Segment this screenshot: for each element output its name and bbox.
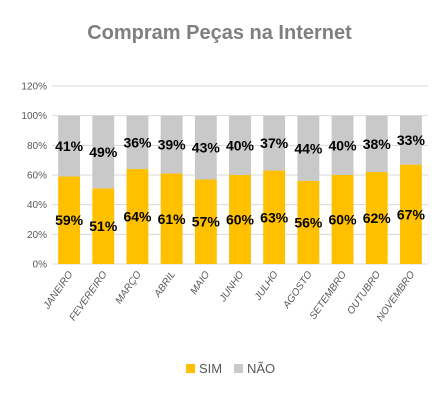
bars (58, 115, 422, 264)
data-label-sim: 64% (123, 209, 152, 225)
data-label-sim: 63% (260, 209, 289, 225)
data-label-sim: 67% (397, 206, 426, 222)
bar-sim (365, 172, 388, 264)
bar-nao (160, 115, 183, 174)
chart-title: Compram Peças na Internet (87, 22, 352, 44)
data-label-nao: 44% (294, 140, 323, 156)
data-label-nao: 38% (363, 136, 392, 152)
x-category-label: ABRIL (152, 269, 178, 300)
bar-sim (331, 175, 354, 264)
bar-nao (365, 115, 388, 173)
data-label-sim: 56% (294, 214, 323, 230)
y-tick-label: 40% (27, 200, 47, 211)
bar-sim (263, 170, 286, 264)
y-tick-label: 0% (33, 260, 48, 271)
y-tick-label: 80% (27, 141, 47, 152)
x-category-label: JUNHO (217, 269, 246, 305)
y-tick-label: 120% (21, 82, 47, 93)
data-label-sim: 57% (192, 214, 221, 230)
x-category-label: MARÇO (114, 269, 144, 306)
bar-sim (229, 175, 251, 264)
data-label-sim: 51% (89, 218, 118, 234)
y-tick-label: 20% (27, 230, 47, 241)
data-labels: 59% 41% 51% 49% 64% 36% 61% 39% 57% 43% 60% 40% 63% 3… (55, 132, 425, 234)
legend: SIM NÃO (186, 361, 275, 376)
x-category-label: OUTUBRO (345, 269, 383, 316)
bar-nao (331, 115, 354, 175)
bar-sim (297, 180, 320, 264)
data-label-nao: 33% (397, 132, 426, 148)
data-label-nao: 36% (123, 134, 152, 150)
bar-nao (194, 115, 217, 180)
data-label-nao: 41% (55, 138, 84, 154)
data-label-nao: 49% (89, 144, 118, 160)
data-label-sim: 60% (226, 212, 255, 228)
data-label-nao: 40% (226, 137, 255, 153)
bar-sim (399, 164, 422, 264)
x-category-label: MAIO (189, 269, 213, 296)
data-label-nao: 40% (329, 137, 358, 153)
data-label-sim: 61% (158, 211, 187, 227)
bar-nao (297, 115, 320, 181)
legend-label-sim: SIM (199, 361, 222, 376)
y-tick-label: 60% (27, 171, 47, 182)
bar-sim (58, 176, 81, 264)
y-axis-ticks: 0% 20% 40% 60% 80% 100% 120% (21, 82, 47, 271)
data-label-sim: 59% (55, 212, 84, 228)
bar-nao (92, 115, 115, 189)
x-category-label: JULHO (252, 269, 281, 303)
bar-sim (126, 169, 149, 264)
legend-swatch-sim (186, 364, 195, 373)
data-label-nao: 37% (260, 135, 289, 151)
x-category-label: SETEMBRO (308, 269, 349, 321)
bar-nao (58, 115, 81, 177)
bar-nao (399, 115, 422, 165)
legend-label-nao: NÃO (247, 361, 275, 376)
bar-nao (126, 115, 149, 170)
x-category-label: AGOSTO (281, 269, 315, 311)
data-label-nao: 43% (192, 140, 221, 156)
bar-sim (92, 188, 115, 264)
bar-nao (263, 115, 286, 171)
x-category-label: JANEIRO (41, 269, 76, 312)
bar-sim (194, 179, 217, 264)
data-label-sim: 62% (363, 210, 392, 226)
bar-nao (229, 115, 251, 175)
data-label-nao: 39% (158, 137, 187, 153)
bar-sim (160, 173, 183, 264)
y-tick-label: 100% (21, 111, 47, 122)
data-label-sim: 60% (329, 212, 358, 228)
legend-swatch-nao (234, 364, 243, 373)
